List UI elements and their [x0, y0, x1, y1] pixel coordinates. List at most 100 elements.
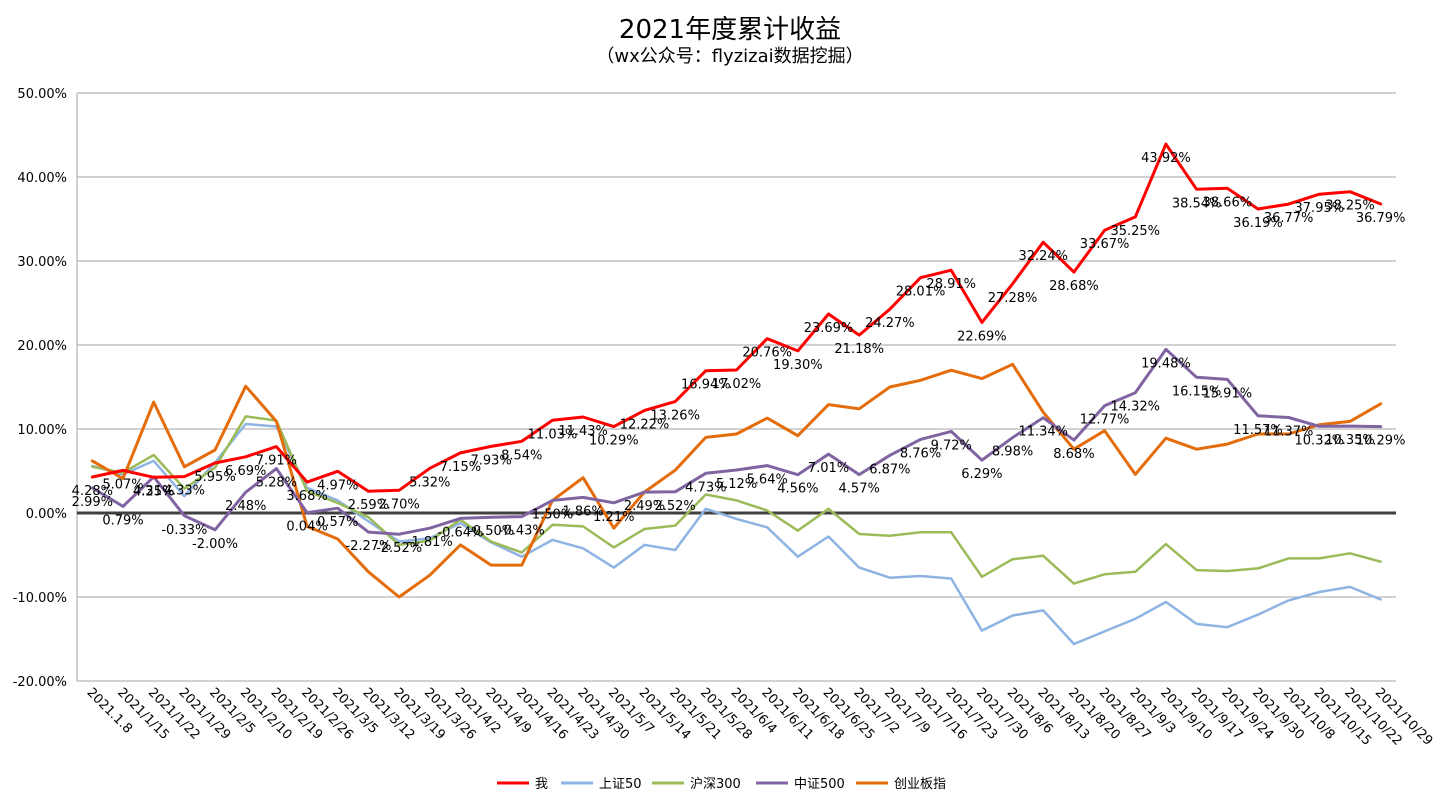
y-tick-label: 0.00% [26, 507, 67, 522]
data-label: 1.86% [562, 504, 603, 519]
data-label: 12.77% [1080, 413, 1130, 428]
data-label: 2.59% [348, 498, 389, 513]
data-label: 4.56% [777, 482, 818, 497]
data-label: 9.72% [931, 438, 972, 453]
data-label: 7.91% [256, 454, 297, 469]
data-label: 5.32% [409, 475, 450, 490]
data-label: 11.37% [1264, 424, 1314, 439]
y-tick-label: 40.00% [17, 171, 67, 186]
series-line [91, 422, 1382, 646]
data-label: 38.25% [1325, 199, 1375, 214]
data-label: 12.22% [620, 417, 670, 432]
data-label: 15.91% [1203, 386, 1253, 401]
legend-label: 中证500 [794, 777, 845, 792]
data-label: 11.03% [528, 427, 578, 442]
data-label: 4.97% [317, 478, 358, 493]
data-label: 13.26% [650, 409, 700, 424]
data-label: 2.99% [72, 495, 113, 510]
data-label: 36.19% [1233, 216, 1283, 231]
y-axis-ticks: 50.00% 40.00% 30.00% 20.00% 10.00% 0.00% -10.0… [13, 87, 67, 690]
data-label: 11.43% [558, 424, 608, 439]
data-labels: 4.28%5.07%4.25%4.33%5.95%6.69%7.91% 3.68%… [72, 151, 1406, 556]
data-label: 2.70% [378, 497, 419, 512]
legend-label: 创业板指 [894, 777, 946, 792]
data-label: 19.48% [1141, 356, 1191, 371]
data-label: 4.33% [164, 484, 205, 499]
data-label: 8.76% [900, 446, 941, 461]
data-label: 8.98% [992, 445, 1033, 460]
data-label: 32.24% [1018, 249, 1068, 264]
data-label: 1.21% [593, 510, 634, 525]
chart-subtitle: （wx公众号：flyzizai数据挖掘） [596, 46, 863, 67]
legend-label: 沪深300 [690, 776, 741, 792]
data-label: 5.95% [194, 470, 235, 485]
y-tick-label: 10.00% [17, 423, 67, 438]
series-lines [90, 142, 1383, 646]
series-line [90, 362, 1383, 599]
data-label: 1.50% [532, 507, 573, 522]
data-label: 11.57% [1233, 423, 1283, 438]
data-label: 27.28% [988, 291, 1038, 306]
data-label: 7.15% [440, 460, 481, 475]
data-label: 28.01% [896, 285, 946, 300]
data-label: 3.68% [286, 489, 327, 504]
data-label: 6.69% [225, 464, 266, 479]
data-label: 5.64% [747, 473, 788, 488]
chart-title: 2021年度累计收益 [619, 15, 841, 45]
data-label: 10.29% [1356, 434, 1406, 449]
y-tick-label: -10.00% [13, 591, 67, 606]
data-label: 4.31% [133, 484, 174, 499]
data-label: 19.30% [773, 358, 823, 373]
data-label: -1.81% [407, 535, 453, 550]
data-label: 10.35% [1325, 433, 1375, 448]
series-line [90, 347, 1383, 536]
data-label: 14.32% [1110, 400, 1160, 415]
data-label: 4.25% [133, 484, 174, 499]
y-tick-label: -20.00% [13, 675, 67, 690]
data-label: -0.33% [161, 523, 207, 538]
data-label: 4.28% [72, 484, 113, 499]
x-axis-ticks: 2021.1.82021/1/152021/1/222021/1/292021/… [84, 685, 1436, 749]
data-label: 10.29% [589, 434, 639, 449]
data-label: 6.87% [869, 462, 910, 477]
series-line [91, 415, 1382, 585]
data-label: 2.49% [624, 499, 665, 514]
data-label: 2.52% [654, 499, 695, 514]
data-label: 21.18% [834, 342, 884, 357]
data-label: 5.28% [256, 476, 297, 491]
data-label: 5.07% [102, 477, 143, 492]
data-label: -0.50% [468, 524, 514, 539]
data-label: 7.01% [808, 461, 849, 476]
data-label: 22.69% [957, 329, 1007, 344]
data-label: -2.27% [345, 539, 391, 554]
series-line [90, 142, 1383, 493]
data-label: 37.95% [1295, 201, 1345, 216]
data-label: 35.25% [1110, 224, 1160, 239]
data-label: 43.92% [1141, 151, 1191, 166]
data-label: 23.69% [804, 321, 854, 336]
data-label: 7.93% [470, 453, 511, 468]
data-label: 4.73% [685, 480, 726, 495]
data-label: -2.52% [376, 541, 422, 556]
data-label: 36.77% [1264, 211, 1314, 226]
data-label: -2.00% [192, 537, 238, 552]
legend-label: 上证50 [599, 777, 642, 792]
data-label: 8.68% [1053, 447, 1094, 462]
data-label: 0.04% [286, 520, 327, 535]
data-label: 28.91% [926, 277, 976, 292]
data-label: 36.79% [1356, 211, 1406, 226]
data-label: 38.66% [1203, 195, 1253, 210]
data-label: 4.57% [839, 482, 880, 497]
data-label: 16.15% [1172, 384, 1222, 399]
legend-label: 我 [535, 777, 548, 792]
data-label: 16.94% [681, 378, 731, 393]
data-label: 33.67% [1080, 237, 1130, 252]
data-label: -0.64% [437, 525, 483, 540]
data-label: 0.57% [317, 515, 358, 530]
y-tick-label: 30.00% [17, 255, 67, 270]
data-label: 10.32% [1295, 433, 1345, 448]
data-label: 24.27% [865, 316, 915, 331]
data-label: 8.54% [501, 448, 542, 463]
data-label: -0.43% [499, 524, 545, 539]
